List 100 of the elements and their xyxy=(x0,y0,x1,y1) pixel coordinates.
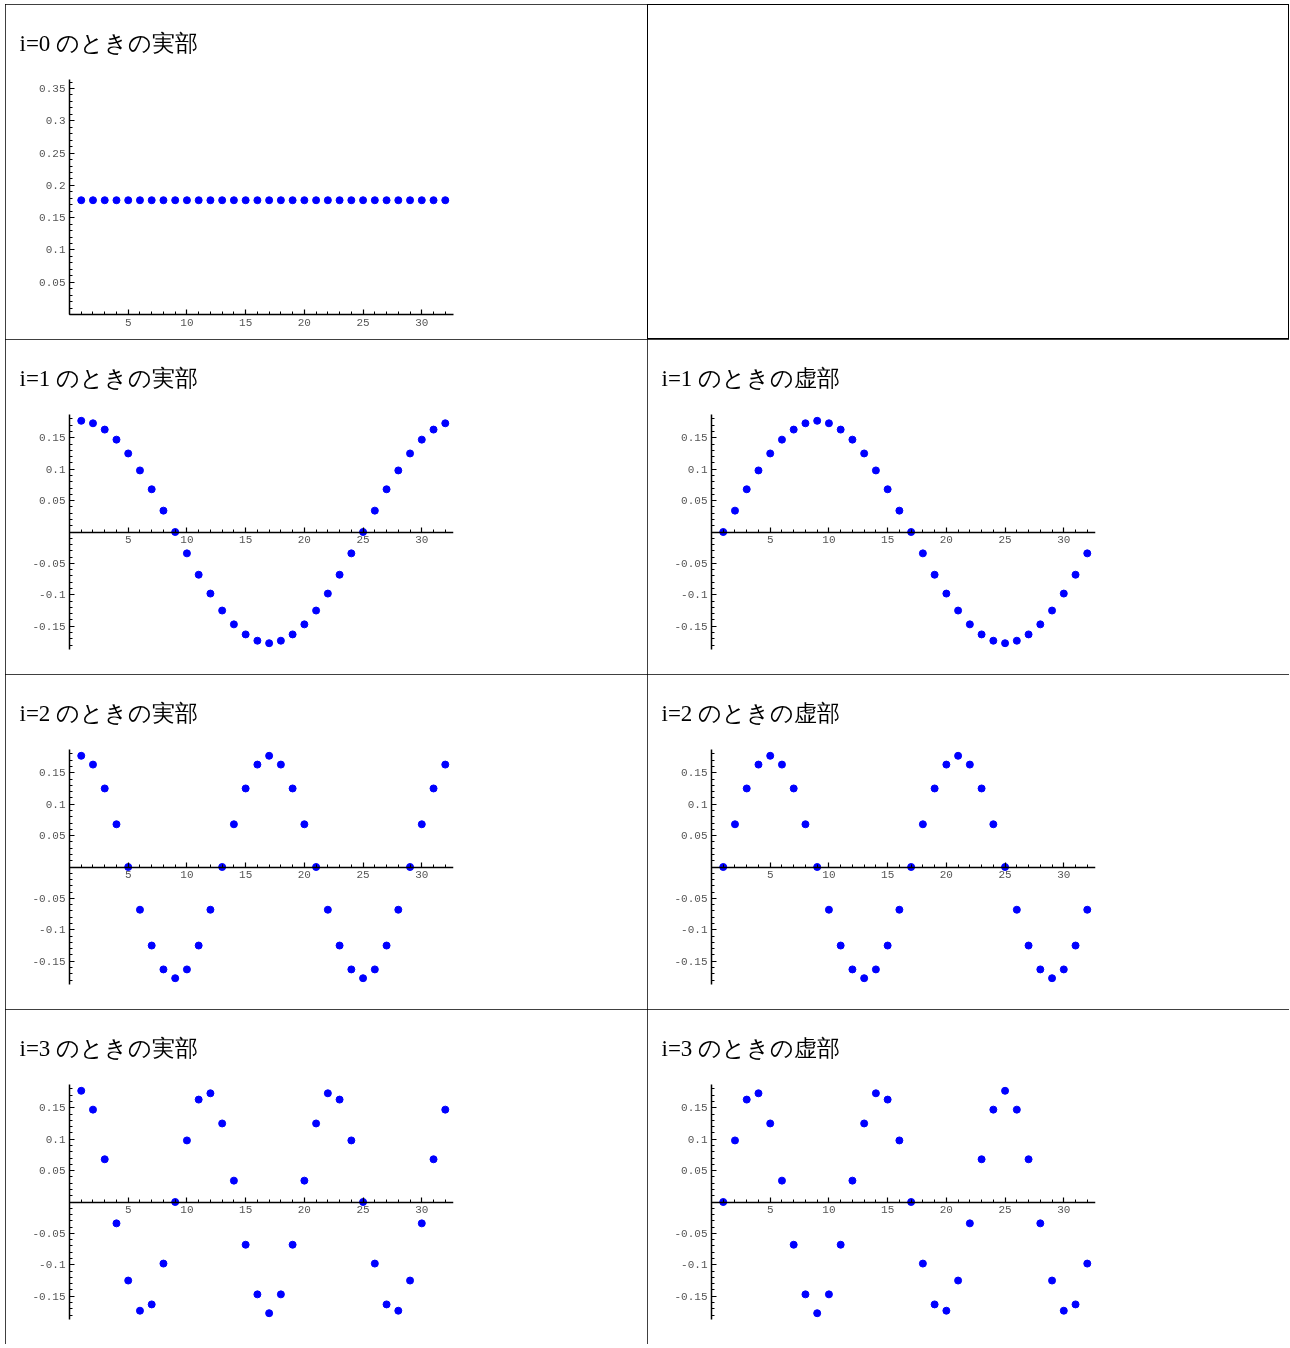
point xyxy=(824,905,833,914)
x-tick-label: 30 xyxy=(415,534,429,546)
point xyxy=(135,905,144,914)
y-tick-label: 0.1 xyxy=(45,1133,66,1146)
point xyxy=(777,435,786,444)
x-tick-label: 20 xyxy=(939,534,953,546)
y-tick-label: -0.15 xyxy=(32,955,66,968)
point xyxy=(1048,606,1057,615)
point xyxy=(754,760,763,769)
x-tick-label: 5 xyxy=(124,316,132,329)
point xyxy=(300,820,309,829)
x-tick-label: 30 xyxy=(415,1204,429,1216)
point xyxy=(742,1095,751,1104)
x-tick-label: 5 xyxy=(766,534,774,546)
y-tick-label: -0.1 xyxy=(681,924,708,937)
point xyxy=(194,1095,203,1104)
point xyxy=(1083,905,1092,914)
x-tick-label: 5 xyxy=(766,869,774,881)
chart-title: i=0 のときの実部 xyxy=(19,30,199,56)
point xyxy=(1024,941,1033,950)
x-tick-label: 25 xyxy=(356,534,370,546)
x-tick-label: 15 xyxy=(881,534,895,546)
point xyxy=(777,1176,786,1185)
point xyxy=(394,905,403,914)
x-tick-label: 30 xyxy=(415,316,429,329)
point xyxy=(441,1105,450,1114)
point xyxy=(836,941,845,950)
point xyxy=(429,1155,438,1164)
point xyxy=(836,425,845,434)
point xyxy=(112,435,121,444)
x-tick-label: 25 xyxy=(356,1204,370,1216)
chart-title: i=3 のときの実部 xyxy=(19,1035,199,1061)
point xyxy=(965,620,974,629)
y-tick-label: 0.15 xyxy=(39,212,66,225)
point xyxy=(429,784,438,793)
point xyxy=(347,1136,356,1145)
point xyxy=(276,1290,285,1299)
point xyxy=(347,965,356,974)
point xyxy=(824,1290,833,1299)
x-tick-label: 5 xyxy=(124,869,132,881)
point xyxy=(312,606,321,615)
chart-title: i=1 のときの虚部 xyxy=(661,365,841,391)
point xyxy=(253,636,262,645)
y-tick-label: -0.1 xyxy=(681,589,708,602)
point xyxy=(848,1176,857,1185)
point xyxy=(253,1290,262,1299)
point xyxy=(241,784,250,793)
x-tick-label: 15 xyxy=(239,1204,253,1216)
point xyxy=(954,606,963,615)
chart-title: i=1 のときの実部 xyxy=(19,365,199,391)
point xyxy=(754,1089,763,1098)
point xyxy=(1024,1155,1033,1164)
point xyxy=(1012,1105,1021,1114)
point xyxy=(335,941,344,950)
x-tick-label: 30 xyxy=(1057,1204,1071,1216)
y-tick-label: 0.05 xyxy=(39,495,66,508)
point xyxy=(206,1089,215,1098)
point xyxy=(347,549,356,558)
point xyxy=(417,1219,426,1228)
x-tick-label: 15 xyxy=(881,869,895,881)
point xyxy=(1036,620,1045,629)
x-tick-label: 20 xyxy=(297,316,311,329)
point xyxy=(1071,570,1080,579)
point xyxy=(1036,1219,1045,1228)
x-tick-label: 25 xyxy=(998,1204,1012,1216)
point xyxy=(253,760,262,769)
point xyxy=(323,589,332,598)
x-tick-label: 20 xyxy=(939,1204,953,1216)
point xyxy=(265,751,274,760)
y-tick-label: -0.05 xyxy=(32,892,66,905)
point xyxy=(1048,1276,1057,1285)
point xyxy=(382,1300,391,1309)
x-tick-label: 20 xyxy=(939,869,953,881)
point xyxy=(147,941,156,950)
point xyxy=(229,620,238,629)
point xyxy=(883,941,892,950)
point xyxy=(100,1155,109,1164)
y-tick-label: 0.15 xyxy=(39,432,66,445)
point xyxy=(930,1300,939,1309)
point xyxy=(954,1276,963,1285)
y-tick-label: 0.1 xyxy=(45,463,66,476)
point xyxy=(100,425,109,434)
point xyxy=(206,905,215,914)
point xyxy=(730,820,739,829)
point xyxy=(124,449,133,458)
x-tick-label: 15 xyxy=(239,316,253,329)
point xyxy=(848,435,857,444)
y-tick-label: 0.05 xyxy=(681,830,708,843)
point xyxy=(159,506,168,515)
y-tick-label: 0.05 xyxy=(39,276,66,289)
point xyxy=(147,1300,156,1309)
point xyxy=(1001,1086,1010,1095)
x-tick-label: 10 xyxy=(180,316,194,329)
point xyxy=(88,1105,97,1114)
point xyxy=(288,784,297,793)
point xyxy=(312,1119,321,1128)
chart-title: i=2 のときの実部 xyxy=(19,700,199,726)
point xyxy=(229,1176,238,1185)
point xyxy=(1036,965,1045,974)
y-tick-label: 0.15 xyxy=(681,1102,708,1115)
